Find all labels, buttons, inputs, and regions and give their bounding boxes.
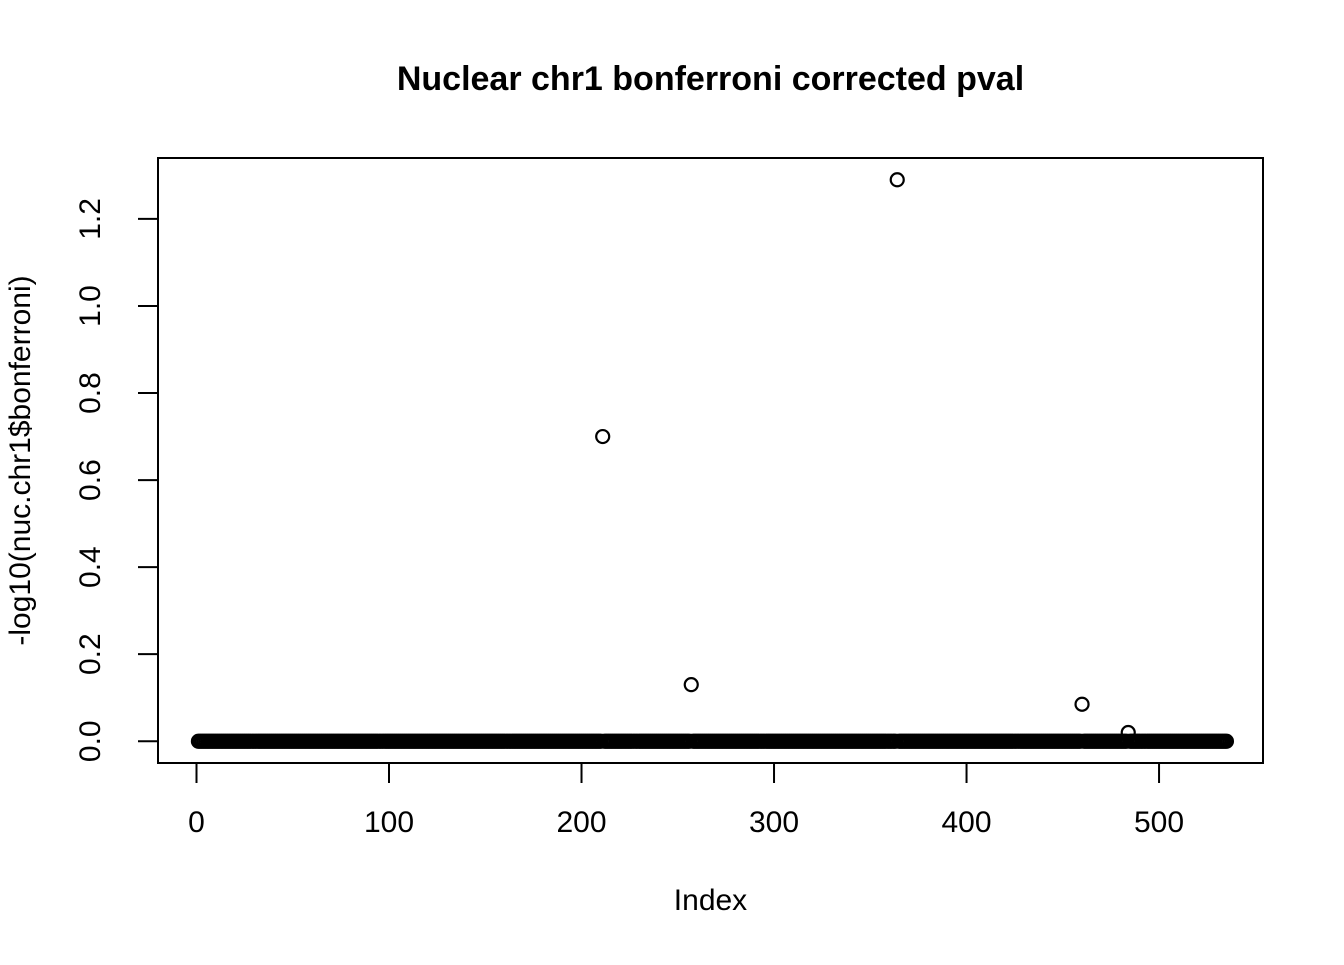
x-tick-label: 300: [749, 806, 799, 839]
y-tick-label: 0.0: [74, 720, 107, 762]
y-tick-label: 0.6: [74, 459, 107, 501]
y-tick-label: 0.2: [74, 633, 107, 675]
plot-box: [157, 157, 1264, 764]
y-tick-label: 0.4: [74, 546, 107, 588]
x-tick-label: 100: [364, 806, 414, 839]
y-axis-label: -log10(nuc.chr1$bonferroni): [4, 275, 37, 645]
y-tick-label: 0.8: [74, 372, 107, 414]
y-axis: 0.0 0.2 0.4 0.6 0.8 1.0 1.2: [74, 198, 158, 762]
x-tick-label: 500: [1134, 806, 1184, 839]
outlier-point: [889, 172, 905, 188]
outlier-point: [595, 428, 611, 445]
x-axis-label: Index: [674, 884, 747, 917]
x-tick-label: 0: [188, 806, 205, 839]
plot-title: Nuclear chr1 bonferroni corrected pval: [397, 60, 1024, 98]
y-tick-label: 1.0: [74, 285, 107, 327]
x-tick-label: 400: [942, 806, 992, 839]
outlier-point: [1074, 696, 1090, 712]
outlier-point: [683, 677, 699, 693]
y-tick-label: 1.2: [74, 198, 107, 240]
x-tick-label: 200: [556, 806, 606, 839]
data-point: [1218, 733, 1235, 749]
data-points-layer: [190, 172, 1235, 749]
x-axis: 0 100 200 300 400 500: [188, 763, 1184, 839]
outlier-point: [1120, 724, 1136, 741]
